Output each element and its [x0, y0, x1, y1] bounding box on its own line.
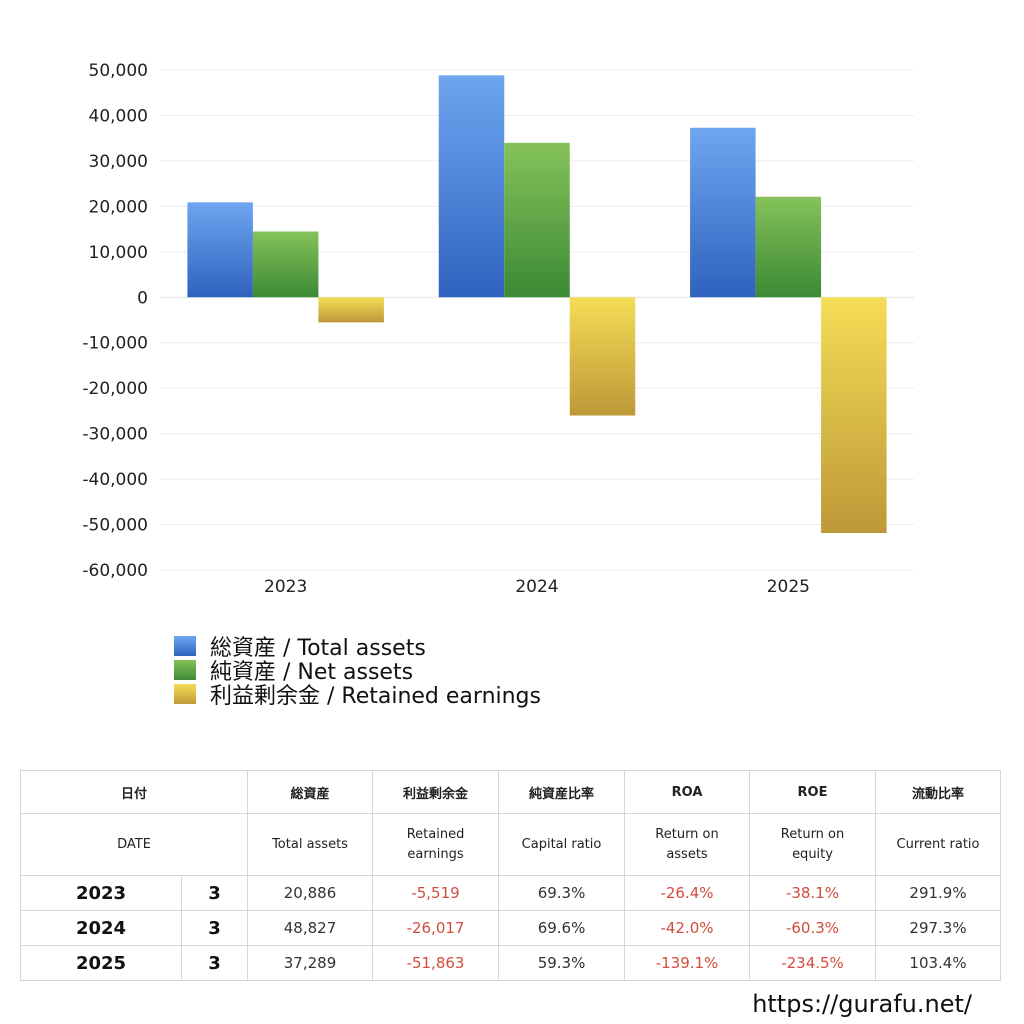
header-capital-ratio-jp: 純資産比率: [498, 770, 626, 814]
row-roe: -60.3%: [749, 910, 877, 946]
header-roa-en: Return on assets: [624, 813, 751, 876]
bar-retained-earnings: [318, 297, 384, 323]
legend-label: 利益剰余金 / Retained earnings: [210, 684, 541, 709]
row-total-assets: 48,827: [247, 910, 374, 946]
green-swatch-icon: [174, 660, 196, 680]
row-capital-ratio: 69.3%: [498, 875, 626, 911]
header-retained-en: Retained earnings: [372, 813, 500, 876]
row-roe: -234.5%: [749, 945, 877, 981]
row-roa: -42.0%: [624, 910, 751, 946]
y-tick-label: -20,000: [82, 379, 148, 399]
header-total-assets-en: Total assets: [247, 813, 374, 876]
row-month: 3: [180, 875, 249, 911]
gold-swatch-icon: [174, 684, 196, 704]
y-tick-label: 30,000: [89, 152, 148, 172]
header-date-jp: 日付: [19, 770, 249, 814]
legend-label: 総資産 / Total assets: [210, 636, 426, 661]
header-capital-ratio-en: Capital ratio: [498, 813, 626, 876]
y-axis: 50,000 40,000 30,000 20,000 10,000 0 -10,000 -2…: [82, 61, 148, 581]
header-retained-en-text: Retained earnings: [406, 826, 465, 862]
row-roa: -139.1%: [624, 945, 751, 981]
legend-item-total-assets: 総資産 / Total assets: [174, 634, 541, 661]
y-tick-label: -60,000: [82, 561, 148, 581]
blue-swatch-icon: [174, 636, 196, 656]
row-capital-ratio: 69.6%: [498, 910, 626, 946]
row-current-ratio: 291.9%: [875, 875, 1002, 911]
bar-total-assets: [438, 75, 505, 298]
bar-net-assets: [755, 196, 822, 298]
bar-retained-earnings: [821, 297, 887, 534]
site-url[interactable]: https://gurafu.net/: [752, 990, 972, 1018]
y-tick-label: -50,000: [82, 516, 148, 536]
y-tick-label: -10,000: [82, 334, 148, 354]
row-roa: -26.4%: [624, 875, 751, 911]
header-current-ratio-jp: 流動比率: [875, 770, 1002, 814]
bar-retained-earnings: [569, 297, 636, 416]
x-tick-label: 2025: [767, 577, 810, 597]
row-year: 2025: [20, 945, 182, 981]
bars: [187, 75, 887, 534]
row-total-assets: 37,289: [247, 945, 374, 981]
row-year: 2024: [20, 910, 182, 946]
y-tick-label: 0: [137, 288, 148, 308]
bar-net-assets: [504, 142, 570, 298]
legend: 総資産 / Total assets 純資産 / Net assets 利益剰余…: [174, 634, 541, 709]
row-roe: -38.1%: [749, 875, 877, 911]
header-roe-en-text: Return on equity: [780, 826, 845, 862]
financial-table: 日付 総資産 利益剰余金 純資産比率 ROA ROE 流動比率 DATE Tot…: [19, 770, 1002, 981]
header-roe-en: Return on equity: [749, 813, 877, 876]
row-month: 3: [180, 945, 249, 981]
header-date-en: DATE: [19, 813, 249, 876]
legend-item-net-assets: 純資産 / Net assets: [174, 658, 541, 685]
bar-total-assets: [187, 202, 253, 298]
row-retained: -5,519: [372, 875, 500, 911]
table-row: 2024 3 48,827 -26,017 69.6% -42.0% -60.3…: [20, 910, 1002, 946]
header-row-en: DATE Total assets Retained earnings Capi…: [19, 813, 1002, 876]
bar-total-assets: [690, 127, 756, 298]
header-roa-en-text: Return on assets: [655, 826, 719, 862]
header-retained-jp: 利益剰余金: [372, 770, 500, 814]
row-retained: -26,017: [372, 910, 500, 946]
y-tick-label: 20,000: [89, 197, 148, 217]
table-row: 2025 3 37,289 -51,863 59.3% -139.1% -234…: [20, 945, 1002, 981]
bar-chart: 50,000 40,000 30,000 20,000 10,000 0 -10,000 -2…: [82, 61, 914, 597]
row-retained: -51,863: [372, 945, 500, 981]
legend-label: 純資産 / Net assets: [210, 660, 414, 685]
row-current-ratio: 297.3%: [875, 910, 1002, 946]
header-current-ratio-en: Current ratio: [875, 813, 1002, 876]
header-row-jp: 日付 総資産 利益剰余金 純資産比率 ROA ROE 流動比率: [19, 770, 1002, 814]
table-row: 2023 3 20,886 -5,519 69.3% -26.4% -38.1%…: [20, 875, 1002, 911]
row-current-ratio: 103.4%: [875, 945, 1002, 981]
row-capital-ratio: 59.3%: [498, 945, 626, 981]
y-tick-label: 10,000: [89, 243, 148, 263]
y-tick-label: 40,000: [89, 106, 148, 126]
y-tick-label: 50,000: [89, 61, 148, 81]
row-month: 3: [180, 910, 249, 946]
legend-item-retained-earnings: 利益剰余金 / Retained earnings: [174, 682, 541, 709]
y-tick-label: -40,000: [82, 470, 148, 490]
y-tick-label: -30,000: [82, 425, 148, 445]
row-year: 2023: [20, 875, 182, 911]
bar-net-assets: [252, 231, 319, 298]
x-tick-label: 2023: [264, 577, 307, 597]
header-roe: ROE: [749, 770, 877, 814]
row-total-assets: 20,886: [247, 875, 374, 911]
header-roa: ROA: [624, 770, 751, 814]
header-total-assets-jp: 総資産: [247, 770, 374, 814]
x-axis: 2023 2024 2025: [264, 577, 810, 597]
x-tick-label: 2024: [515, 577, 558, 597]
